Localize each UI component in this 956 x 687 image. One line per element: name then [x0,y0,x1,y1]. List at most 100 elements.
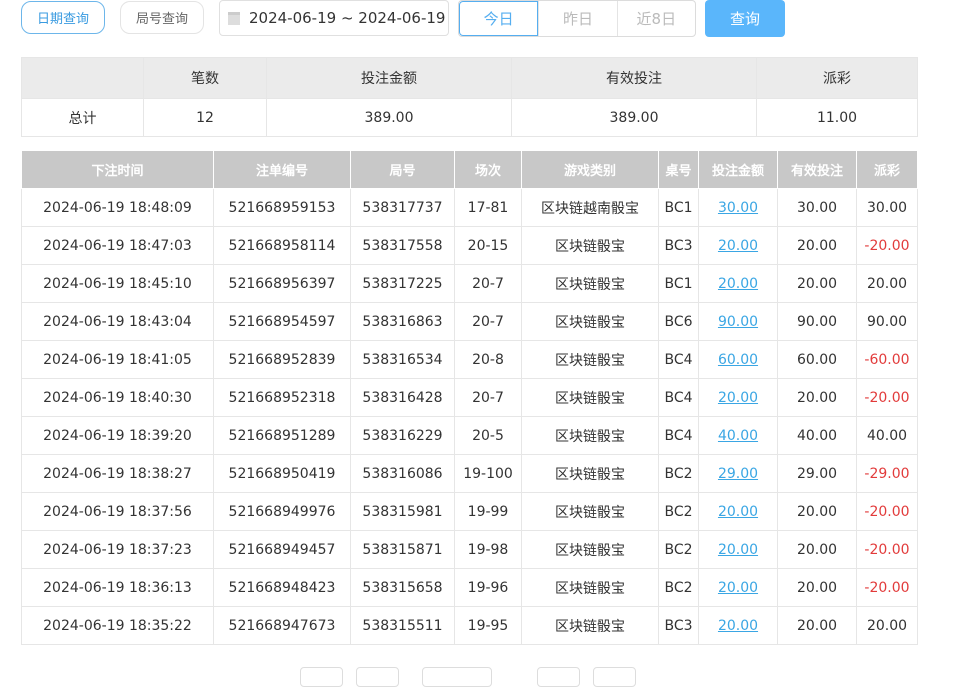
cell-text: 区块链骰宝 [555,466,625,483]
table-cell: 30.00 [856,188,918,227]
bet-amount-link[interactable]: 20.00 [717,617,759,634]
cell-text: 40.00 [796,427,838,444]
cell-text: 521668949457 [228,541,336,558]
search-button[interactable]: 查询 [705,0,785,37]
cell-text: -20.00 [864,503,910,520]
cell-text: 区块链骰宝 [555,238,625,255]
cell-text: BC2 [664,579,693,596]
cell-text: -20.00 [864,389,910,406]
table-cell: 区块链骰宝 [521,264,659,303]
table-cell: 区块链骰宝 [521,454,659,493]
bet-amount-link[interactable]: 30.00 [717,199,759,216]
bet-amount-link[interactable]: 29.00 [717,465,759,482]
table-cell: BC2 [658,568,699,607]
table-cell: 19-96 [454,568,522,607]
date-query-tab[interactable]: 日期查询 [21,1,105,34]
cell-text: BC4 [664,351,693,368]
bet-amount-link[interactable]: 20.00 [717,541,759,558]
today-button[interactable]: 今日 [459,1,539,36]
table-cell: 20.00 [698,492,778,531]
quick-range-group: 今日 昨日 近8日 [458,0,696,37]
table-row: 2024-06-19 18:43:04 521668954597 538316863… [21,302,918,341]
pagination-last[interactable] [593,667,636,687]
bet-amount-link[interactable]: 20.00 [717,579,759,596]
bet-amount-link[interactable]: 20.00 [717,389,759,406]
summary-header: 有效投注 [511,57,757,99]
cell-text: BC3 [664,237,693,254]
summary-header [21,57,144,99]
pagination-prev[interactable] [356,667,399,687]
column-header: 桌号 [658,150,699,189]
table-cell: 538315981 [350,492,455,531]
cell-text: 区块链越南骰宝 [541,200,639,217]
cell-text: 20.00 [866,275,908,292]
cell-text: 538315871 [362,541,443,558]
cell-text: 521668954597 [228,313,336,330]
table-cell: 2024-06-19 18:45:10 [21,264,214,303]
column-header: 游戏类别 [521,150,659,189]
cell-text: 20-7 [472,275,504,292]
table-cell: BC6 [658,302,699,341]
cell-text: 2024-06-19 18:40:30 [43,389,192,406]
table-cell: 521668958114 [213,226,351,265]
calendar-icon [228,11,240,25]
bet-amount-link[interactable]: 20.00 [717,275,759,292]
cell-text: 20-7 [472,313,504,330]
table-cell: -20.00 [856,568,918,607]
bet-amount-link[interactable]: 40.00 [717,427,759,444]
table-cell: 区块链骰宝 [521,302,659,341]
table-cell: 区块链骰宝 [521,492,659,531]
table-cell: 521668950419 [213,454,351,493]
cell-text: 40.00 [866,427,908,444]
last-8-days-button[interactable]: 近8日 [616,1,695,36]
cell-text: 29.00 [796,465,838,482]
table-cell: BC4 [658,340,699,379]
cell-text: 2024-06-19 18:41:05 [43,351,192,368]
cell-text: BC4 [664,389,693,406]
cell-text: -29.00 [864,465,910,482]
table-row: 2024-06-19 18:36:13 521668948423 538315658… [21,568,918,607]
summary-cell: 12 [143,98,267,137]
cell-text: BC1 [664,199,693,216]
cell-text: 19-100 [463,465,513,482]
column-header: 有效投注 [777,150,857,189]
bet-amount-link[interactable]: 20.00 [717,503,759,520]
column-header: 局号 [350,150,455,189]
bet-amount-link[interactable]: 90.00 [717,313,759,330]
cell-text: 2024-06-19 18:37:23 [43,541,192,558]
column-header: 注单编号 [213,150,351,189]
table-row: 2024-06-19 18:37:56 521668949976 538315981… [21,492,918,531]
cell-text: 2024-06-19 18:36:13 [43,579,192,596]
table-row: 2024-06-19 18:40:30 521668952318 538316428… [21,378,918,417]
cell-text: 区块链骰宝 [555,542,625,559]
table-cell: -29.00 [856,454,918,493]
cell-text: 区块链骰宝 [555,580,625,597]
cell-text: 538316428 [362,389,443,406]
yesterday-button[interactable]: 昨日 [538,1,616,36]
column-header: 投注金额 [698,150,778,189]
table-cell: 20.00 [698,378,778,417]
cell-text: 20-5 [472,427,504,444]
cell-text: 区块链骰宝 [555,276,625,293]
round-query-tab[interactable]: 局号查询 [120,1,204,34]
cell-text: 区块链骰宝 [555,352,625,369]
cell-text: 538317737 [362,199,443,216]
pagination-current[interactable] [422,667,492,687]
cell-text: 538316086 [362,465,443,482]
table-cell: 521668952839 [213,340,351,379]
cell-text: BC4 [664,427,693,444]
table-cell: 90.00 [777,302,857,341]
summary-header: 笔数 [143,57,267,99]
table-cell: 20.00 [856,606,918,645]
cell-text: 538316863 [362,313,443,330]
table-cell: 20.00 [856,264,918,303]
cell-text: 20.00 [866,617,908,634]
bet-amount-link[interactable]: 60.00 [717,351,759,368]
pagination-next[interactable] [537,667,580,687]
date-range-input[interactable]: 2024-06-19 ~ 2024-06-19 [219,0,449,36]
pagination-first[interactable] [300,667,343,687]
table-cell: 20-5 [454,416,522,455]
bet-amount-link[interactable]: 20.00 [717,237,759,254]
table-cell: 19-95 [454,606,522,645]
cell-text: 19-99 [467,503,509,520]
